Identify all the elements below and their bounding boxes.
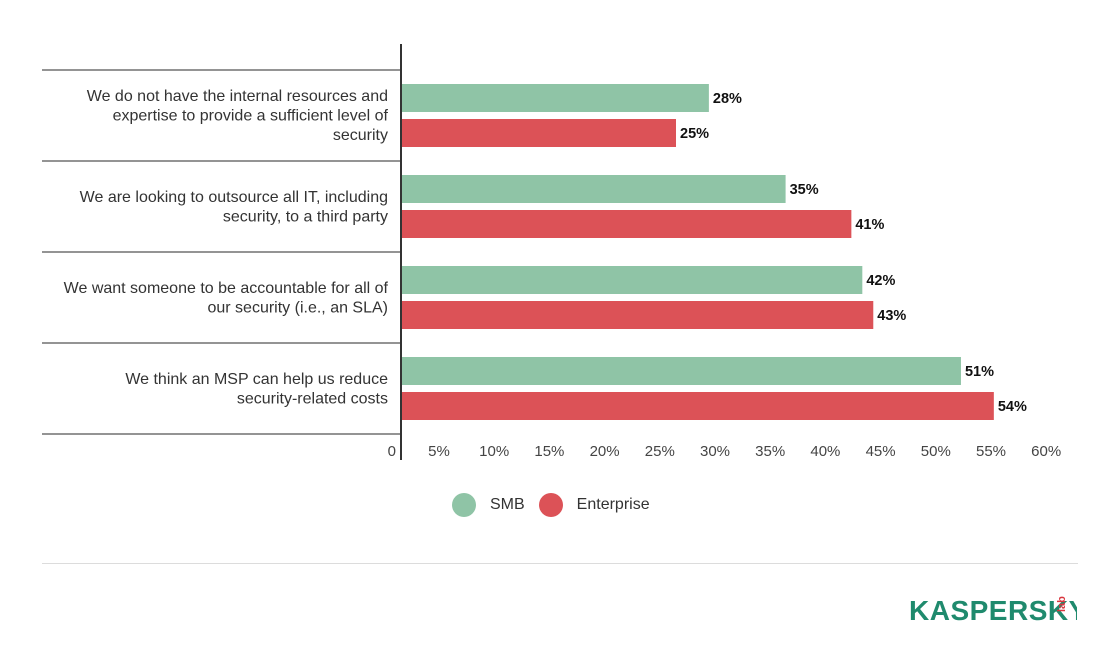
- category-label: We do not have the internal resources an…: [87, 88, 388, 105]
- bar-smb: [402, 175, 786, 203]
- data-label-smb: 28%: [713, 91, 742, 107]
- x-tick-label: 20%: [590, 443, 620, 460]
- bar-enterprise: [402, 301, 874, 329]
- data-label-smb: 51%: [965, 364, 994, 380]
- bar-smb: [402, 266, 863, 294]
- data-label-smb: 42%: [866, 273, 895, 289]
- data-label-enterprise: 43%: [877, 308, 906, 324]
- bar-smb: [402, 357, 961, 385]
- legend: SMB Enterprise: [452, 493, 650, 517]
- bar-smb: [402, 84, 709, 112]
- bar-enterprise: [402, 119, 676, 147]
- x-tick-label: 55%: [976, 443, 1006, 460]
- legend-item-smb: SMB: [452, 493, 525, 517]
- category-label: We think an MSP can help us reduce: [125, 371, 388, 388]
- logo-wordmark: KASPERSKY: [909, 595, 1077, 626]
- x-tick-label: 10%: [479, 443, 509, 460]
- x-tick-label: 40%: [810, 443, 840, 460]
- legend-item-enterprise: Enterprise: [538, 493, 650, 517]
- x-tick-label: 60%: [1031, 443, 1061, 460]
- legend-label-smb: SMB: [490, 496, 525, 513]
- category-label: our security (i.e., an SLA): [207, 299, 388, 316]
- legend-label-enterprise: Enterprise: [576, 496, 650, 513]
- category-label: We are looking to outsource all IT, incl…: [80, 189, 388, 206]
- x-tick-label: 45%: [866, 443, 896, 460]
- category-label: security: [333, 127, 388, 144]
- x-tick-label: 50%: [921, 443, 951, 460]
- bar-chart: We do not have the internal resources an…: [42, 44, 1061, 460]
- x-tick-label: 30%: [700, 443, 730, 460]
- x-tick-label: 15%: [534, 443, 564, 460]
- x-tick-label: 5%: [428, 443, 450, 460]
- legend-swatch-enterprise: [538, 493, 563, 517]
- logo-suffix: lab: [1056, 596, 1068, 612]
- data-label-enterprise: 54%: [998, 399, 1027, 415]
- category-label: expertise to provide a sufficient level …: [113, 108, 389, 125]
- kaspersky-lab-logo: KASPERSKY lab: [909, 595, 1077, 626]
- category-label: We want someone to be accountable for al…: [64, 280, 389, 297]
- x-tick-label: 0: [388, 443, 396, 460]
- data-label-smb: 35%: [790, 182, 819, 198]
- bar-enterprise: [402, 392, 994, 420]
- data-label-enterprise: 41%: [855, 217, 884, 233]
- x-tick-label: 25%: [645, 443, 675, 460]
- category-label: security, to a third party: [223, 208, 388, 225]
- legend-swatch-smb: [452, 493, 476, 517]
- data-label-enterprise: 25%: [680, 126, 709, 142]
- x-tick-label: 35%: [755, 443, 785, 460]
- bar-enterprise: [402, 210, 852, 238]
- category-label: security-related costs: [237, 390, 388, 407]
- footer-divider: [42, 563, 1078, 564]
